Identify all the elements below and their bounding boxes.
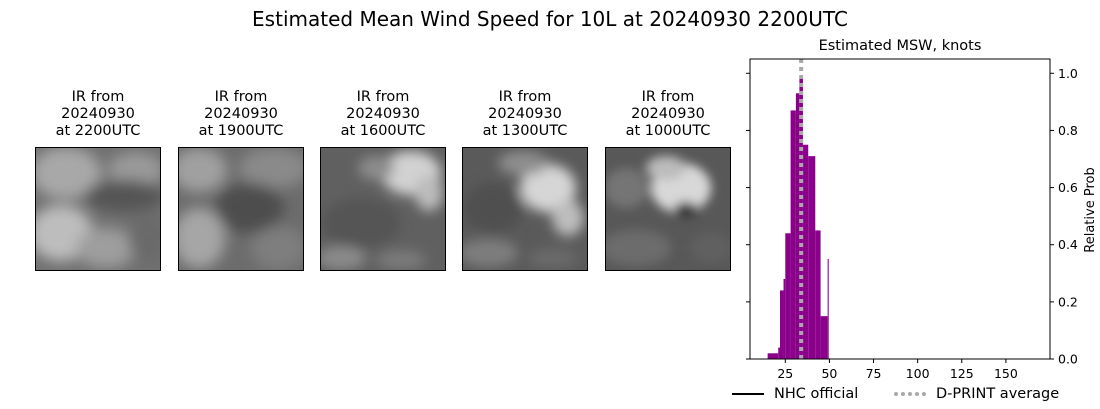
chart-legend: NHC official D-PRINT average	[728, 386, 1088, 408]
ir-panel-title: IR from 20240930 at 1300UTC	[462, 89, 588, 140]
ir-panel-title: IR from 20240930 at 1600UTC	[320, 89, 446, 140]
histogram-bar	[795, 93, 800, 360]
ir-panel-title: IR from 20240930 at 1000UTC	[605, 89, 731, 140]
ir-satellite-image	[35, 147, 161, 271]
histogram-bar	[778, 347, 780, 359]
ir-title-line: IR from	[356, 89, 410, 105]
ir-title-line: 20240930	[204, 106, 278, 122]
histogram-bar	[767, 353, 779, 359]
histogram-bar	[783, 279, 786, 359]
ir-title-line: at 1300UTC	[482, 123, 568, 139]
ir-title-line: IR from	[214, 89, 268, 105]
x-tick-label: 150	[994, 366, 1018, 381]
nhc-line-swatch	[732, 393, 764, 395]
x-tick-label: 100	[906, 366, 930, 381]
legend-label-dprint: D-PRINT average	[936, 386, 1060, 402]
ir-panel-title: IR from 20240930 at 2200UTC	[35, 89, 161, 140]
ir-satellite-image	[605, 147, 731, 271]
ir-title-line: at 1000UTC	[625, 123, 711, 139]
ir-title-line: at 1900UTC	[198, 123, 284, 139]
x-tick-label: 75	[866, 366, 882, 381]
ir-title-line: IR from	[71, 89, 125, 105]
x-tick-label: 125	[950, 366, 974, 381]
y-axis-label: Relative Prob	[1083, 167, 1098, 252]
ir-satellite-image	[178, 147, 304, 271]
ir-title-line: 20240930	[631, 106, 705, 122]
chart-title: Estimated MSW, knots	[819, 38, 982, 54]
histogram-bar	[785, 233, 791, 359]
ir-satellite-image	[462, 147, 588, 271]
histogram-bar	[780, 290, 784, 359]
ir-title-line: IR from	[641, 89, 695, 105]
y-tick-label: 0.6	[1058, 180, 1078, 195]
legend-item-dprint: D-PRINT average	[894, 386, 1059, 402]
y-tick-label: 0.0	[1058, 352, 1078, 367]
plot-frame	[749, 58, 1051, 360]
ir-satellite-image	[320, 147, 446, 271]
y-tick-label: 1.0	[1058, 66, 1078, 81]
y-tick-label: 0.4	[1058, 237, 1078, 252]
histogram-bar	[808, 156, 816, 359]
figure-title: Estimated Mean Wind Speed for 10L at 202…	[252, 7, 848, 31]
ir-title-line: 20240930	[61, 106, 135, 122]
histogram-bar	[802, 144, 809, 359]
x-tick-label: 50	[821, 366, 837, 381]
ir-title-line: IR from	[498, 89, 552, 105]
legend-label-nhc: NHC official	[774, 386, 859, 402]
ir-panel-2200utc: IR from 20240930 at 2200UTC	[35, 89, 161, 271]
ir-title-line: 20240930	[488, 106, 562, 122]
histogram-bar	[827, 259, 829, 359]
ir-title-line: 20240930	[346, 106, 420, 122]
ir-panel-title: IR from 20240930 at 1900UTC	[178, 89, 304, 140]
histogram-bar	[820, 316, 828, 359]
histogram-bar	[815, 230, 821, 359]
ir-panel-1000utc: IR from 20240930 at 1000UTC	[605, 89, 731, 271]
ir-panel-1600utc: IR from 20240930 at 1600UTC	[320, 89, 446, 271]
y-tick-label: 0.8	[1058, 123, 1078, 138]
legend-item-nhc: NHC official	[732, 386, 858, 402]
x-tick-label: 25	[777, 366, 793, 381]
ir-title-line: at 1600UTC	[340, 123, 426, 139]
dprint-line-swatch	[894, 392, 926, 396]
ir-title-line: at 2200UTC	[55, 123, 141, 139]
ir-panel-1300utc: IR from 20240930 at 1300UTC	[462, 89, 588, 271]
y-tick-label: 0.2	[1058, 294, 1078, 309]
ir-panel-1900utc: IR from 20240930 at 1900UTC	[178, 89, 304, 271]
histogram-bar	[790, 110, 796, 359]
